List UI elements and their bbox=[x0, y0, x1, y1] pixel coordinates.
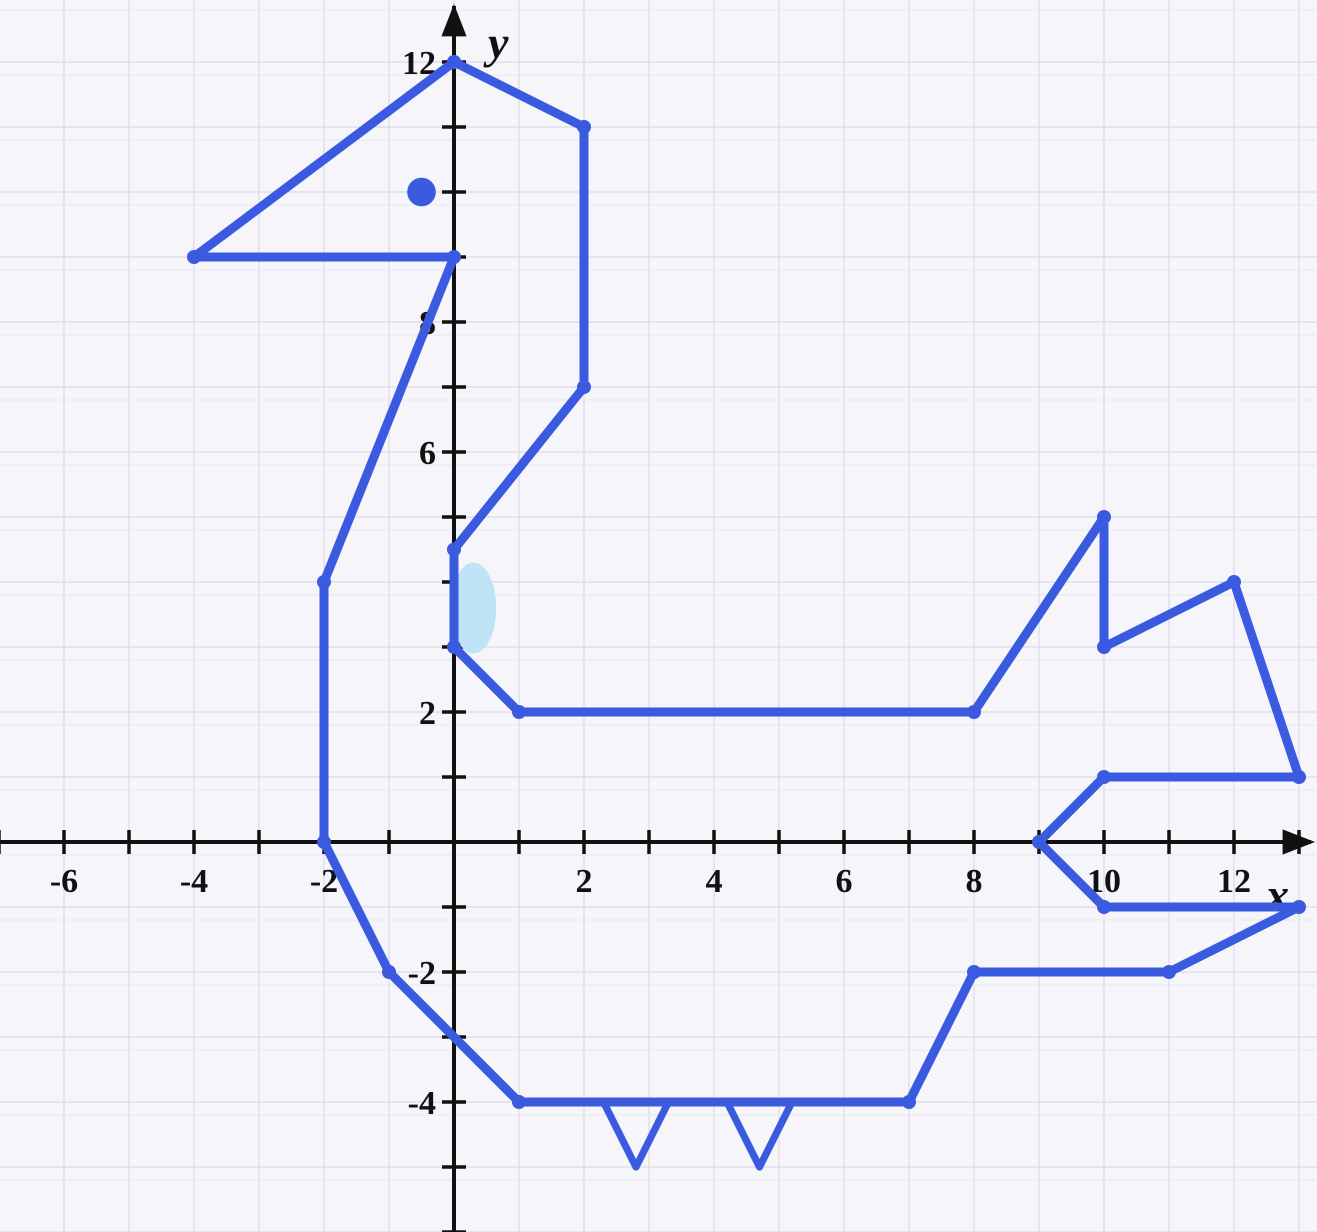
vertex-dot bbox=[1097, 900, 1111, 914]
vertex-dot bbox=[577, 380, 591, 394]
figure-eye bbox=[407, 178, 436, 207]
vertex-dot bbox=[1162, 965, 1176, 979]
vertex-dot bbox=[967, 705, 981, 719]
vertex-dot bbox=[1097, 770, 1111, 784]
vertex-dot bbox=[447, 55, 461, 69]
vertex-dot bbox=[447, 250, 461, 264]
x-tick-label: 6 bbox=[836, 863, 853, 900]
vertex-dot bbox=[187, 250, 201, 264]
y-tick-label: 2 bbox=[419, 695, 436, 732]
vertex-dot bbox=[447, 640, 461, 654]
x-tick-label: 4 bbox=[706, 863, 723, 900]
vertex-dot bbox=[512, 1095, 526, 1109]
vertex-dot bbox=[1097, 510, 1111, 524]
vertex-dot bbox=[447, 543, 461, 557]
vertex-dot bbox=[577, 120, 591, 134]
vertex-dot bbox=[967, 965, 981, 979]
vertex-dot bbox=[1097, 640, 1111, 654]
y-tick-label: 6 bbox=[419, 435, 436, 472]
x-tick-label: 2 bbox=[576, 863, 593, 900]
x-tick-label: 8 bbox=[966, 863, 983, 900]
vertex-dot bbox=[512, 705, 526, 719]
vertex-dot bbox=[317, 575, 331, 589]
vertex-dot bbox=[1227, 575, 1241, 589]
vertex-dot bbox=[1292, 900, 1306, 914]
vertex-dot bbox=[317, 835, 331, 849]
x-tick-label: 12 bbox=[1217, 863, 1251, 900]
y-tick-label: -2 bbox=[408, 955, 436, 992]
vertex-dot bbox=[382, 965, 396, 979]
x-tick-label: -4 bbox=[180, 863, 208, 900]
vertex-dot bbox=[902, 1095, 916, 1109]
y-tick-label: -4 bbox=[408, 1085, 436, 1122]
x-tick-label: -6 bbox=[50, 863, 78, 900]
vertex-dot bbox=[1292, 770, 1306, 784]
vertex-dot bbox=[1032, 835, 1046, 849]
background bbox=[0, 0, 1317, 1232]
